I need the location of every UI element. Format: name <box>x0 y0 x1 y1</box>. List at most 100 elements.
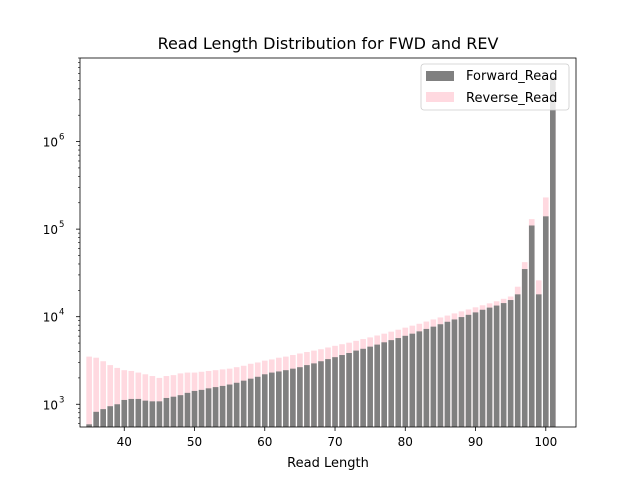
y-tick-label: 10 <box>43 223 58 237</box>
reverse-read-bar <box>93 357 99 427</box>
forward-read-bar <box>339 355 345 427</box>
forward-read-bar <box>360 348 366 427</box>
forward-read-bar <box>346 353 352 427</box>
x-tick-label: 40 <box>117 435 132 449</box>
forward-read-bar <box>550 76 556 427</box>
forward-read-bar <box>142 400 149 427</box>
forward-read-bar <box>409 333 416 427</box>
legend-swatch-forward-read <box>426 71 454 81</box>
x-tick-label: 80 <box>398 435 413 449</box>
forward-read-bar <box>212 387 219 427</box>
x-tick-label: 100 <box>534 435 557 449</box>
forward-read-bar <box>311 363 317 427</box>
forward-read-bar <box>367 346 373 427</box>
forward-read-bar <box>381 342 388 427</box>
y-tick-exponent: 3 <box>59 395 64 405</box>
forward-read-bar <box>451 319 458 427</box>
reverse-read-bar <box>100 361 106 427</box>
forward-read-bar <box>114 404 121 427</box>
y-tick-exponent: 5 <box>59 220 64 230</box>
forward-read-bar <box>93 411 99 427</box>
forward-read-bar <box>226 384 233 427</box>
x-tick-label: 60 <box>257 435 272 449</box>
forward-read-bar <box>198 389 205 427</box>
forward-read-bar <box>100 409 106 427</box>
reverse-read-bar <box>121 370 128 427</box>
forward-read-bar <box>177 395 184 427</box>
forward-read-bar <box>374 344 380 427</box>
forward-read-bar <box>268 372 275 427</box>
reverse-read-bar <box>86 356 92 427</box>
forward-read-bar <box>353 350 359 427</box>
forward-read-bar <box>500 303 507 427</box>
forward-read-bar <box>493 305 500 427</box>
x-tick-label: 50 <box>187 435 202 449</box>
forward-read-bar <box>283 370 289 427</box>
forward-read-bar <box>507 300 514 427</box>
forward-read-bar <box>128 398 135 427</box>
forward-read-bar <box>156 401 163 427</box>
forward-read-bar <box>332 357 338 427</box>
forward-read-bar <box>254 376 261 427</box>
legend-frame <box>420 63 570 111</box>
x-axis: 40 50 60 70 80 90 100 <box>117 427 557 449</box>
forward-read-bar <box>276 371 282 427</box>
forward-read-bar <box>149 401 156 427</box>
forward-read-bar <box>304 365 310 427</box>
reverse-read-bar <box>114 367 121 427</box>
y-tick-exponent: 6 <box>59 133 64 143</box>
forward-read-bar <box>135 398 142 427</box>
forward-read-bar <box>205 388 212 427</box>
forward-read-bar <box>318 361 324 427</box>
forward-read-bar <box>233 382 240 427</box>
forward-read-bar <box>444 321 451 427</box>
forward-read-bar <box>290 368 296 427</box>
forward-read-bar <box>121 399 128 427</box>
forward-read-bar <box>402 335 409 427</box>
forward-read-bar <box>297 367 303 427</box>
forward-read-bar <box>163 397 170 427</box>
forward-read-bar <box>423 328 430 427</box>
forward-read-bar <box>325 359 331 427</box>
forward-read-bar <box>472 312 479 427</box>
legend-label-forward-read: Forward_Read <box>466 69 557 84</box>
forward-read-bar <box>430 326 437 427</box>
forward-read-bar <box>479 309 486 427</box>
forward-read-bar <box>521 269 528 427</box>
forward-read-bar <box>191 390 198 427</box>
forward-read-bar <box>107 406 114 427</box>
forward-read-bar <box>184 392 191 427</box>
forward-read-bar <box>240 380 247 427</box>
legend-label-reverse-read: Reverse_Read <box>466 91 557 106</box>
forward-read-bar <box>247 378 254 427</box>
y-tick-label: 10 <box>43 311 58 325</box>
y-tick-label: 10 <box>43 398 58 412</box>
y-tick-exponent: 4 <box>59 308 64 318</box>
forward-read-bar <box>219 385 226 427</box>
forward-read-bar <box>388 340 395 427</box>
x-tick-label: 90 <box>468 435 483 449</box>
forward-read-bars <box>86 76 556 427</box>
y-tick-label: 10 <box>43 136 58 150</box>
forward-read-bar <box>437 324 444 427</box>
forward-read-bar <box>170 396 177 427</box>
x-axis-label: Read Length <box>287 456 369 471</box>
forward-read-bar <box>458 317 465 427</box>
legend[interactable]: Forward_Read Reverse_Read <box>420 63 570 111</box>
forward-read-bar <box>514 294 521 427</box>
forward-read-bar <box>486 307 493 427</box>
forward-read-bar <box>86 424 92 427</box>
forward-read-bar <box>395 338 402 427</box>
forward-read-bar <box>535 294 542 427</box>
reverse-read-bar <box>107 365 114 427</box>
forward-read-bar <box>416 331 423 427</box>
forward-read-bar <box>542 216 549 427</box>
forward-read-bar <box>465 314 472 427</box>
x-tick-label: 70 <box>327 435 342 449</box>
legend-swatch-reverse-read <box>426 92 454 102</box>
chart-title: Read Length Distribution for FWD and REV <box>158 34 499 53</box>
forward-read-bar <box>261 374 268 427</box>
forward-read-bar <box>528 225 535 427</box>
